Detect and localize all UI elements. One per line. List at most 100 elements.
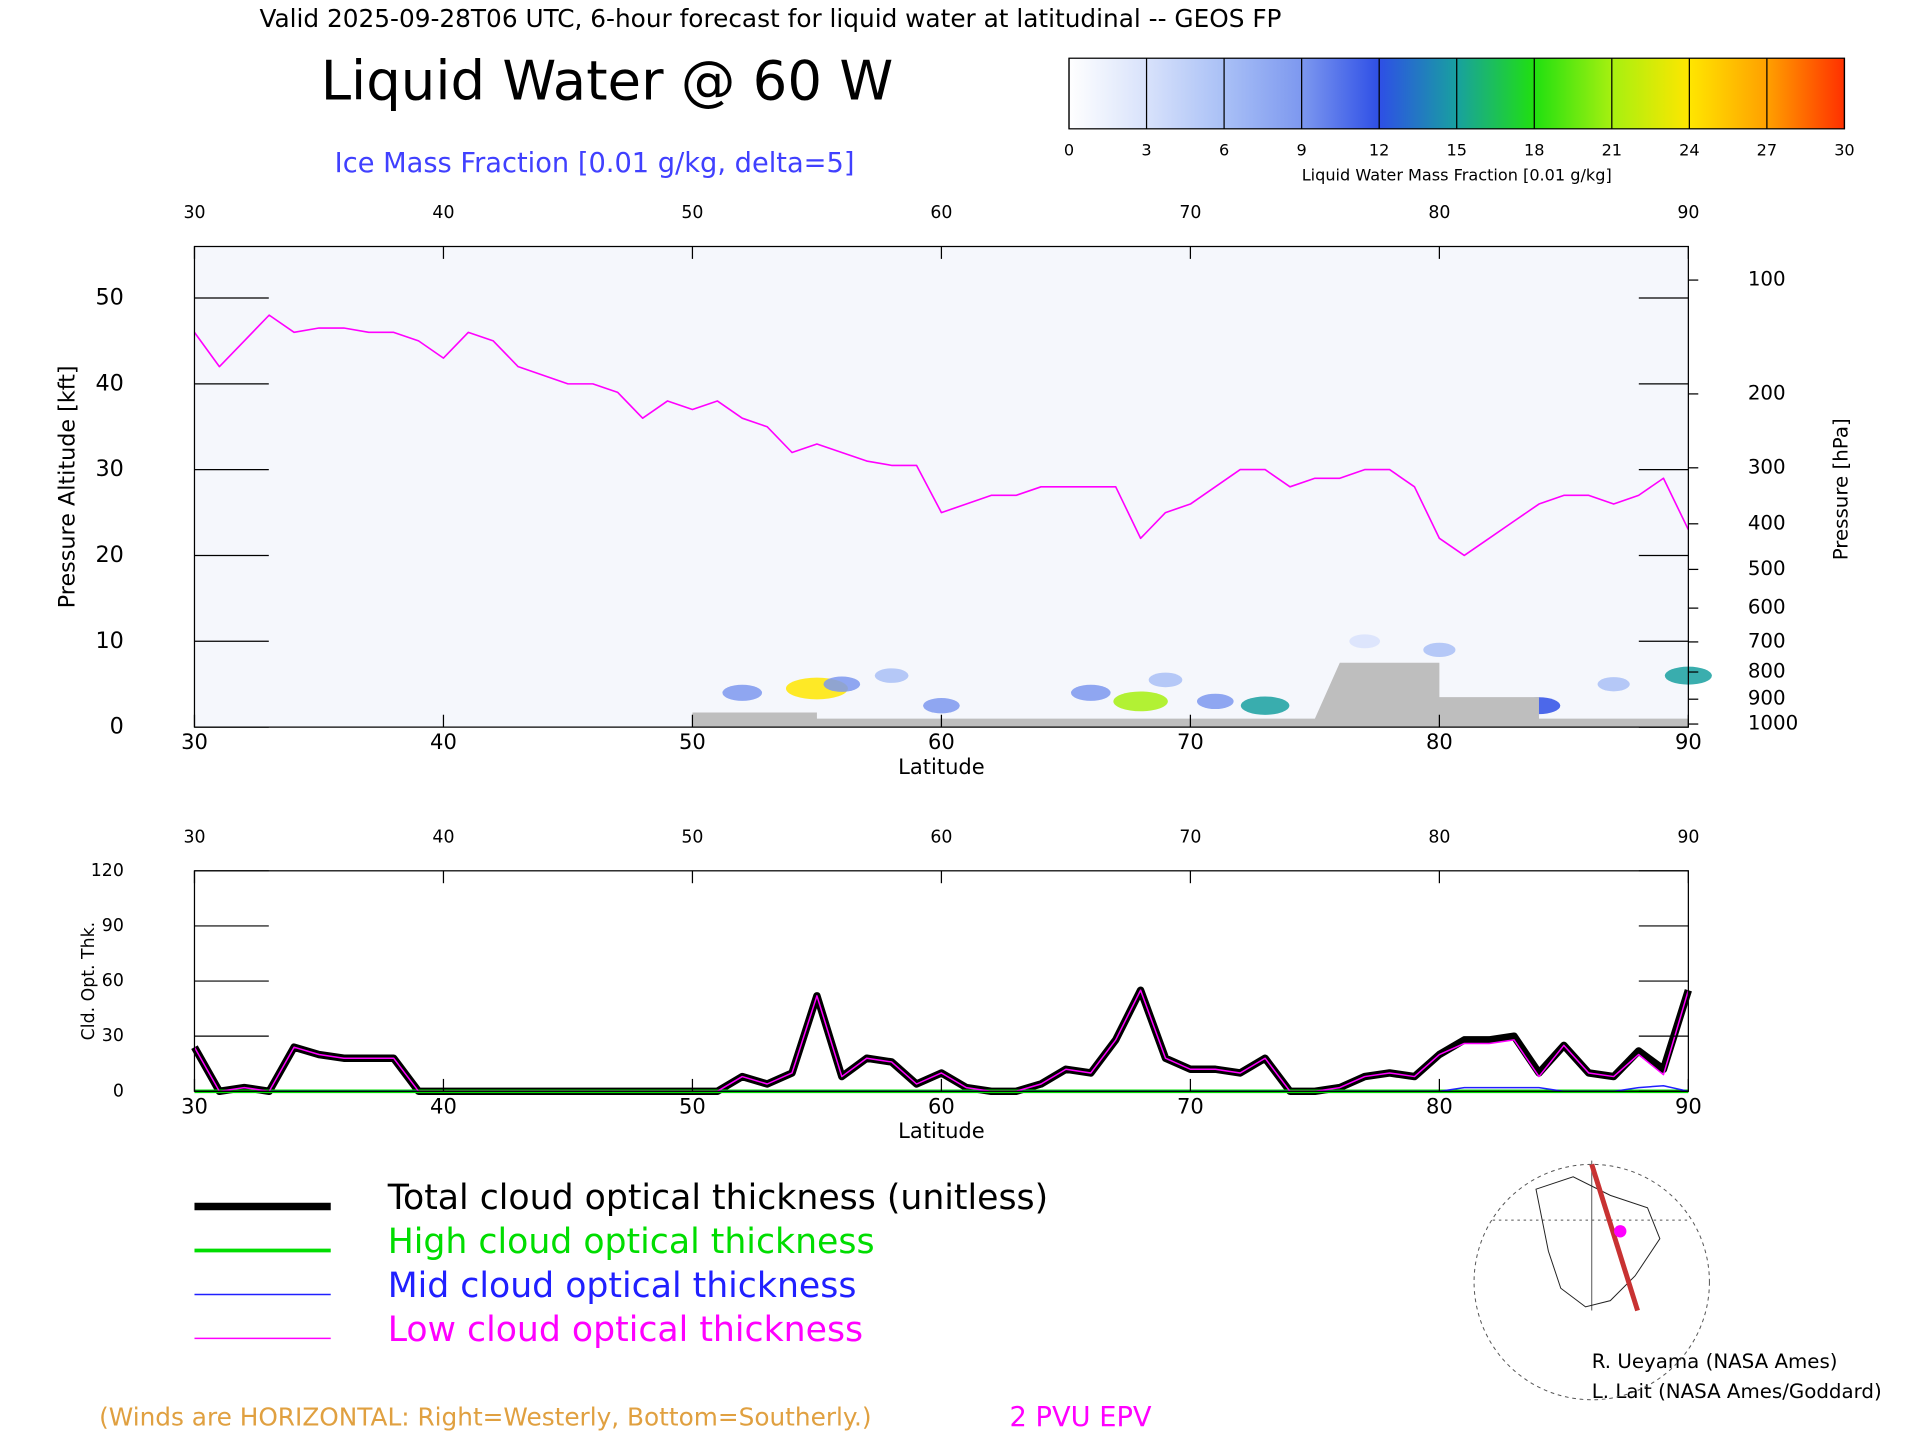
x-tick-label: 80 [1426, 1093, 1453, 1118]
liquid-water-cell [1148, 672, 1183, 688]
legend-label: 2 PVU EPV [1010, 1402, 1152, 1433]
x-tick-label: 90 [1675, 1093, 1702, 1118]
x-tick-label-top: 30 [183, 203, 205, 223]
colorbar-tick-label: 6 [1219, 141, 1229, 160]
x-tick-label: 30 [181, 729, 208, 754]
y-tick-label: 30 [96, 456, 124, 482]
colorbar-segment [1301, 58, 1380, 129]
y2-tick-label: 200 [1748, 381, 1786, 404]
liquid-water-cell [1196, 693, 1234, 710]
colorbar-tick-label: 21 [1602, 141, 1622, 160]
y-tick-label: 0 [113, 1081, 124, 1101]
colorbar-tick-label: 3 [1141, 141, 1151, 160]
map-section [1589, 1163, 1640, 1312]
legend-label: Mid cloud optical thickness [388, 1266, 857, 1306]
colorbar-tick-label: 24 [1679, 141, 1699, 160]
winds-note: (Winds are HORIZONTAL: Right=Westerly, B… [99, 1402, 871, 1431]
liquid-water-cell [823, 676, 861, 692]
x-tick-label: 80 [1426, 729, 1453, 754]
subtitle: Ice Mass Fraction [0.01 g/kg, delta=5] [335, 148, 855, 179]
x-tick-label-top: 50 [681, 203, 703, 223]
x-tick-label-top: 80 [1428, 203, 1450, 223]
data-line [193, 314, 1690, 557]
x-axis-label: Latitude [898, 754, 985, 779]
y2-tick-label: 500 [1748, 557, 1786, 580]
x-tick-label-top: 60 [930, 203, 952, 223]
x-tick-label-top: 80 [1428, 827, 1450, 847]
colorbar-segment [1689, 58, 1767, 129]
x-tick-label: 90 [1675, 729, 1702, 754]
liquid-water-cell [923, 697, 960, 714]
liquid-water-cell [874, 668, 909, 683]
y-tick-label: 90 [102, 916, 124, 936]
plot-area [194, 870, 1689, 1092]
liquid-water-cell [1240, 696, 1290, 715]
x-tick-label: 60 [928, 1093, 955, 1118]
credit: L. Lait (NASA Ames/Goddard) [1592, 1380, 1882, 1403]
x-tick-label-top: 70 [1179, 203, 1201, 223]
x-tick-label-top: 40 [432, 827, 454, 847]
main-title: Liquid Water @ 60 W [321, 48, 894, 112]
colorbar-segment [1379, 58, 1457, 129]
y2-tick-label: 100 [1748, 268, 1786, 291]
colorbar-tick-label: 30 [1834, 141, 1854, 160]
x-tick-label: 40 [430, 729, 457, 754]
plot-area [194, 246, 1689, 728]
colorbar-tick-label: 18 [1524, 141, 1544, 160]
colorbar-frame [1068, 57, 1846, 130]
y2-tick-label: 900 [1748, 687, 1786, 710]
liquid-water-cell [1349, 634, 1381, 649]
legend-label: Total cloud optical thickness (unitless) [387, 1178, 1048, 1218]
x-tick-label: 70 [1177, 729, 1204, 754]
x-tick-label-top: 30 [183, 827, 205, 847]
colorbar-segment [1456, 58, 1535, 129]
colorbar-segment [1534, 58, 1612, 129]
header-line: Valid 2025-09-28T06 UTC, 6-hour forecast… [259, 4, 1281, 33]
y-axis-label: Cld. Opt. Thk. [79, 922, 99, 1041]
x-tick-label: 60 [928, 729, 955, 754]
colorbar-tick-label: 12 [1369, 141, 1389, 160]
credit: R. Ueyama (NASA Ames) [1592, 1350, 1838, 1373]
liquid-water-cell [722, 684, 763, 701]
legend-label: Low cloud optical thickness [388, 1310, 863, 1350]
x-tick-label-top: 60 [930, 827, 952, 847]
map-circle [1473, 1163, 1710, 1401]
y2-tick-label: 700 [1748, 629, 1786, 652]
y-axis-label: Pressure Altitude [kft] [55, 365, 81, 608]
y2-tick-label: 400 [1748, 511, 1786, 534]
y-tick-label: 30 [102, 1026, 124, 1046]
y2-axis-label: Pressure [hPa] [1829, 418, 1852, 560]
x-tick-label-top: 90 [1677, 203, 1699, 223]
liquid-water-cell [1423, 642, 1456, 658]
y2-tick-label: 800 [1748, 660, 1786, 683]
x-tick-label: 40 [430, 1093, 457, 1118]
y-tick-label: 40 [96, 370, 124, 396]
x-tick-label: 30 [181, 1093, 208, 1118]
y-tick-label: 20 [96, 542, 124, 568]
x-tick-label: 50 [679, 1093, 706, 1118]
x-tick-label-top: 90 [1677, 827, 1699, 847]
y2-tick-label: 300 [1748, 455, 1786, 478]
colorbar-segment [1069, 58, 1147, 129]
colorbar-label: Liquid Water Mass Fraction [0.01 g/kg] [1302, 165, 1612, 184]
legend-label: High cloud optical thickness [388, 1222, 875, 1262]
y-tick-label: 50 [96, 284, 124, 310]
colorbar-tick-label: 9 [1297, 141, 1307, 160]
location-map [1473, 1160, 1710, 1401]
x-tick-label: 70 [1177, 1093, 1204, 1118]
liquid-water-cell [1597, 677, 1630, 692]
terrain [692, 662, 1689, 728]
liquid-water-cell [1113, 691, 1168, 712]
x-tick-label-top: 50 [681, 827, 703, 847]
liquid-water-cell [1070, 684, 1111, 701]
y-tick-label: 10 [96, 628, 124, 654]
colorbar-tick-label: 15 [1446, 141, 1466, 160]
y-tick-label: 60 [102, 971, 124, 991]
y-tick-label: 0 [110, 714, 124, 740]
map-point [1614, 1225, 1627, 1238]
x-tick-label-top: 70 [1179, 827, 1201, 847]
colorbar-segment [1224, 58, 1302, 129]
y2-tick-label: 1000 [1748, 712, 1798, 735]
